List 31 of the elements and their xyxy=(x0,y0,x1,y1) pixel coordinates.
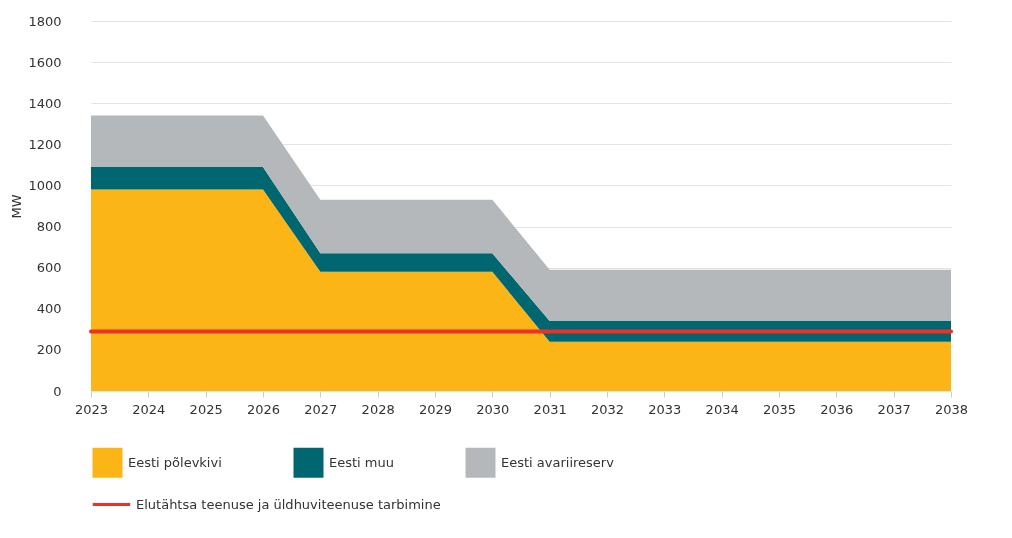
y-tick-label: 400 xyxy=(36,301,62,317)
x-tick-label: 2035 xyxy=(762,401,797,417)
legend-label: Elutähtsa teenuse ja üldhuviteenuse tarbimine xyxy=(136,496,441,512)
x-tick-label: 2023 xyxy=(74,401,109,417)
x-tick-label: 2032 xyxy=(590,401,625,417)
y-tick-label: 1000 xyxy=(28,177,62,193)
legend-label: Eesti avariireserv xyxy=(501,454,615,470)
x-tick-label: 2037 xyxy=(877,401,911,417)
x-tick-label: 2025 xyxy=(189,401,223,417)
x-tick-label: 2033 xyxy=(648,401,682,417)
y-tick-label: 1600 xyxy=(28,54,62,70)
y-tick-label: 1400 xyxy=(28,95,62,111)
y-axis-title: MW xyxy=(9,194,25,219)
x-tick-label: 2038 xyxy=(934,401,969,417)
x-tick-label: 2030 xyxy=(476,401,510,417)
y-tick-label: 200 xyxy=(36,342,62,358)
x-tick-label: 2036 xyxy=(820,401,854,417)
y-tick-label: 1800 xyxy=(28,13,62,29)
y-tick-label: 1200 xyxy=(28,136,62,152)
legend-label: Eesti muu xyxy=(329,454,394,470)
y-tick-label: 600 xyxy=(36,260,62,276)
x-tick-label: 2026 xyxy=(246,401,281,417)
y-tick-label: 800 xyxy=(36,219,62,235)
x-tick-label: 2027 xyxy=(304,401,338,417)
x-tick-label: 2034 xyxy=(705,401,739,417)
x-tick-label: 2028 xyxy=(361,401,395,417)
y-tick-label: 0 xyxy=(53,383,62,399)
x-tick-label: 2029 xyxy=(418,401,453,417)
x-tick-label: 2024 xyxy=(132,401,166,417)
legend-label: Eesti põlevkivi xyxy=(128,454,222,470)
x-tick-label: 2031 xyxy=(533,401,567,417)
